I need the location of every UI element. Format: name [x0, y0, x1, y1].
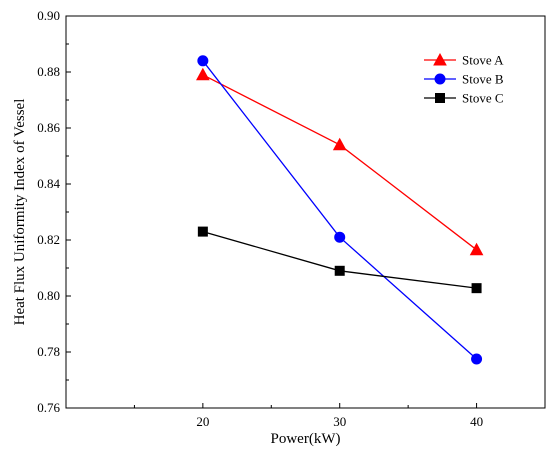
legend-item-stove-c: Stove C	[424, 91, 504, 106]
x-tick-label: 30	[333, 414, 346, 429]
legend-label: Stove C	[462, 91, 504, 106]
legend-marker	[433, 52, 447, 66]
series-layer	[196, 55, 484, 365]
legend-label: Stove A	[462, 53, 504, 68]
y-tick-label: 0.86	[37, 120, 60, 135]
x-axis-title: Power(kW)	[271, 431, 341, 447]
data-point-stove-c	[471, 283, 482, 294]
data-point-stove-b	[197, 55, 209, 67]
data-point-stove-b	[471, 353, 483, 365]
y-axis-title: Heat Flux Uniformity Index of Vessel	[12, 99, 28, 326]
y-tick-label: 0.80	[37, 288, 60, 303]
series-stove-a	[196, 67, 484, 256]
legend-item-stove-a: Stove A	[424, 53, 504, 68]
data-point-stove-b	[334, 231, 346, 243]
y-axis: 0.76 0.78 0.80 0.82 0.84 0.86 0.88 0.90	[37, 8, 71, 415]
series-stove-b	[197, 55, 483, 365]
data-point-stove-a	[332, 137, 347, 151]
y-tick-label: 0.82	[37, 232, 60, 247]
data-point-stove-c	[197, 226, 208, 237]
series-stove-c	[197, 226, 482, 294]
data-point-stove-a	[196, 67, 210, 81]
y-tick-label: 0.90	[37, 8, 60, 23]
legend-marker	[435, 93, 445, 103]
legend: Stove A Stove B Stove C	[424, 53, 504, 106]
x-tick-label: 20	[196, 414, 209, 429]
y-tick-label: 0.76	[37, 400, 60, 415]
legend-marker	[434, 73, 446, 85]
x-axis: 20 30 40	[133, 403, 483, 429]
data-point-stove-a	[469, 242, 484, 256]
y-tick-label: 0.88	[37, 64, 60, 79]
data-point-stove-c	[334, 265, 345, 276]
legend-item-stove-b: Stove B	[424, 72, 504, 87]
y-tick-label: 0.84	[37, 176, 60, 191]
x-tick-label: 40	[470, 414, 483, 429]
y-tick-label: 0.78	[37, 344, 60, 359]
legend-label: Stove B	[462, 72, 504, 87]
series-line-stove-b	[202, 60, 478, 360]
